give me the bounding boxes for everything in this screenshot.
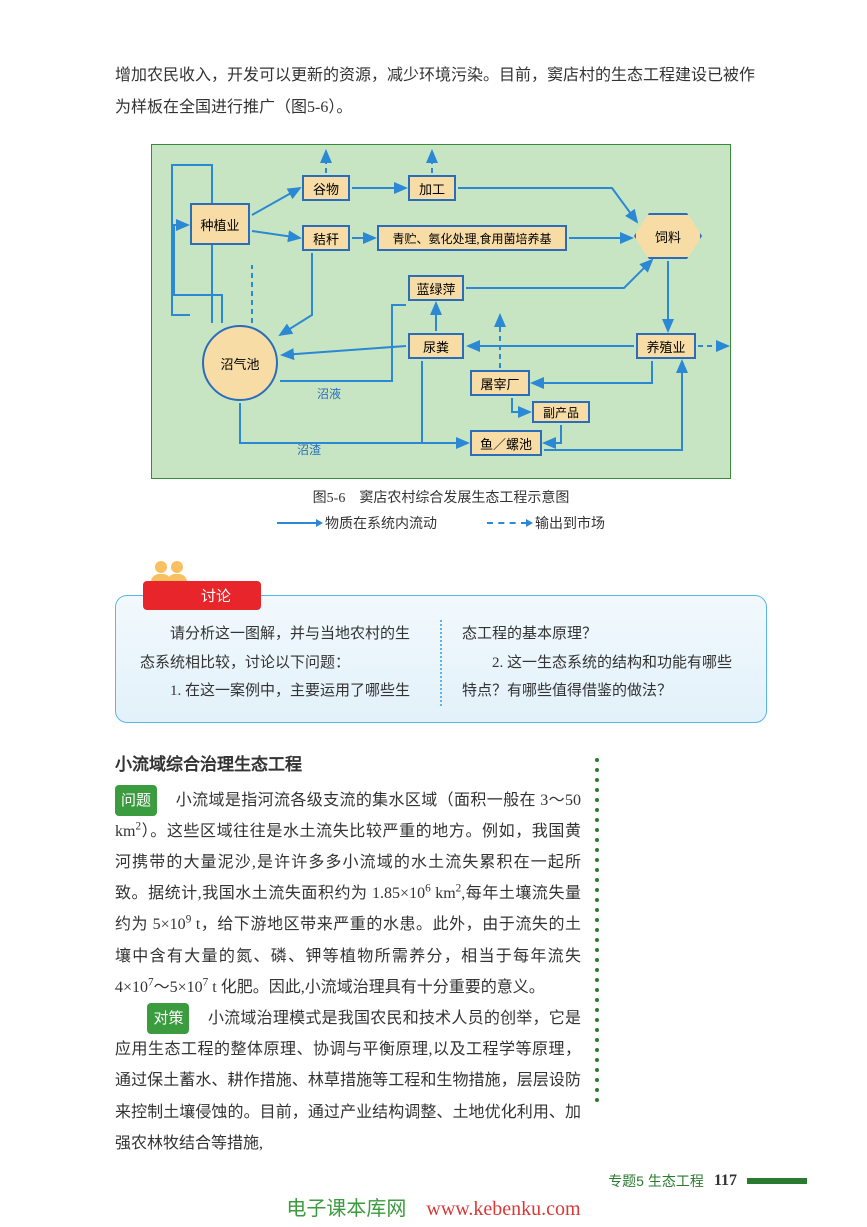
watermark: 电子课本库网 www.kebenku.com <box>0 1192 867 1221</box>
label-liquid: 沼液 <box>317 385 341 402</box>
legend-solid-label: 物质在系统内流动 <box>325 513 437 533</box>
node-feed: 饲料 <box>634 213 702 259</box>
node-biogas: 沼气池 <box>202 325 278 401</box>
arrow-solid-icon <box>277 522 317 524</box>
discussion-divider <box>440 620 442 706</box>
badge-solution: 对策 <box>147 1003 189 1034</box>
node-breeding: 养殖业 <box>636 333 696 359</box>
discussion-right: 态工程的基本原理？ 2. 这一生态系统的结构和功能有哪些特点？有哪些值得借鉴的做… <box>462 620 742 706</box>
intro-paragraph: 增加农民收入，开发可以更新的资源，减少环境污染。目前，窦店村的生态工程建设已被作… <box>115 60 767 124</box>
badge-problem: 问题 <box>115 785 157 816</box>
node-fishpond: 鱼／螺池 <box>470 430 542 456</box>
node-byproduct: 副产品 <box>532 401 590 423</box>
arrow-dash-icon <box>487 522 527 524</box>
ecosystem-diagram: 种植业 谷物 加工 秸秆 青贮、氨化处理,食用菌培养基 饲料 蓝绿萍 尿粪 养殖… <box>151 144 731 479</box>
node-algae: 蓝绿萍 <box>408 275 464 301</box>
section-para-1: 问题 小流域是指河流各级支流的集水区域（面积一般在 3～50 km2）。这些区域… <box>115 785 581 1003</box>
figure-legend: 物质在系统内流动 输出到市场 <box>115 513 767 533</box>
side-column <box>617 748 767 1160</box>
discussion-panel: 讨论 请分析这一图解，并与当地农村的生态系统相比较，讨论以下问题： 1. 在这一… <box>115 563 767 723</box>
node-grain: 谷物 <box>302 175 350 201</box>
discussion-left: 请分析这一图解，并与当地农村的生态系统相比较，讨论以下问题： 1. 在这一案例中… <box>140 620 420 706</box>
node-processing: 加工 <box>408 175 456 201</box>
node-manure: 尿粪 <box>408 333 464 359</box>
node-slaughter: 屠宰厂 <box>470 370 530 396</box>
label-residue: 沼渣 <box>297 441 321 458</box>
footer-bar <box>747 1178 807 1184</box>
legend-dash-label: 输出到市场 <box>535 513 605 533</box>
page-footer: 专题5 生态工程 117 <box>608 1171 807 1191</box>
footer-topic-label: 专题5 生态工程 <box>608 1171 704 1191</box>
section-title: 小流域综合治理生态工程 <box>115 748 581 781</box>
discussion-tab: 讨论 <box>143 581 261 610</box>
node-planting: 种植业 <box>190 203 250 245</box>
section-para-2: 对策 小流域治理模式是我国农民和技术人员的创举，它是应用生态工程的整体原理、协调… <box>115 1003 581 1159</box>
node-silage: 青贮、氨化处理,食用菌培养基 <box>377 225 567 251</box>
side-dots <box>595 748 603 1160</box>
figure-caption: 图5-6 窦店农村综合发展生态工程示意图 <box>115 487 767 507</box>
node-stalk: 秸秆 <box>302 225 350 251</box>
page-number: 117 <box>714 1172 737 1190</box>
